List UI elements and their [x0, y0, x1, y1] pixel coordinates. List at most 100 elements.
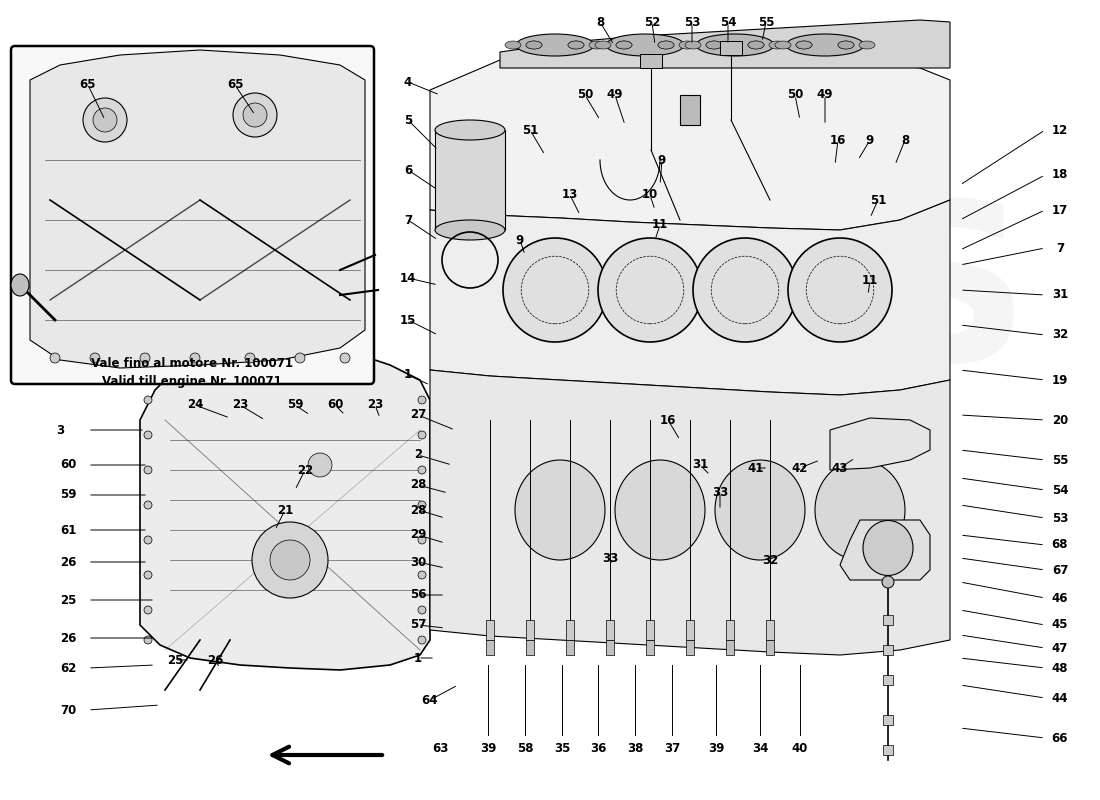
Text: 22: 22 — [297, 463, 313, 477]
Text: 9: 9 — [658, 154, 667, 166]
Text: 33: 33 — [712, 486, 728, 498]
Circle shape — [144, 636, 152, 644]
Text: 60: 60 — [327, 398, 343, 411]
Text: 62: 62 — [59, 662, 76, 674]
Ellipse shape — [616, 41, 632, 49]
Text: 32: 32 — [1052, 329, 1068, 342]
Text: 47: 47 — [1052, 642, 1068, 654]
Text: 29: 29 — [410, 529, 426, 542]
Text: 53: 53 — [1052, 511, 1068, 525]
Text: 23: 23 — [232, 398, 249, 411]
Circle shape — [140, 353, 150, 363]
Circle shape — [418, 536, 426, 544]
Circle shape — [243, 103, 267, 127]
Text: 7: 7 — [1056, 242, 1064, 254]
Text: 31: 31 — [1052, 289, 1068, 302]
Text: 25: 25 — [59, 594, 76, 606]
Ellipse shape — [715, 460, 805, 560]
Text: 65: 65 — [79, 78, 97, 91]
Circle shape — [144, 606, 152, 614]
Text: 16: 16 — [660, 414, 676, 426]
Text: 33: 33 — [602, 551, 618, 565]
Text: 39: 39 — [480, 742, 496, 754]
Text: 41: 41 — [748, 462, 764, 474]
Circle shape — [144, 466, 152, 474]
Polygon shape — [140, 345, 430, 670]
Text: 8: 8 — [901, 134, 909, 146]
Ellipse shape — [568, 41, 584, 49]
Polygon shape — [830, 418, 930, 470]
Ellipse shape — [516, 34, 594, 56]
Ellipse shape — [864, 521, 913, 575]
Bar — [686, 620, 694, 640]
Ellipse shape — [595, 41, 610, 49]
Polygon shape — [500, 20, 950, 68]
Text: 26: 26 — [59, 555, 76, 569]
Text: Vale fino al motore Nr. 100071: Vale fino al motore Nr. 100071 — [91, 357, 293, 370]
Bar — [646, 640, 654, 655]
Circle shape — [788, 238, 892, 342]
Circle shape — [693, 238, 798, 342]
Text: 28: 28 — [410, 503, 426, 517]
Bar — [526, 620, 534, 640]
Circle shape — [418, 466, 426, 474]
Circle shape — [308, 453, 332, 477]
Text: 32: 32 — [762, 554, 778, 566]
Text: S: S — [870, 193, 1030, 407]
Text: 64: 64 — [421, 694, 438, 706]
Text: 40: 40 — [792, 742, 808, 754]
Circle shape — [418, 501, 426, 509]
Text: 50: 50 — [576, 89, 593, 102]
Circle shape — [233, 93, 277, 137]
Text: 17: 17 — [1052, 203, 1068, 217]
Circle shape — [295, 353, 305, 363]
Text: 3: 3 — [56, 423, 64, 437]
Text: 20: 20 — [1052, 414, 1068, 426]
Ellipse shape — [615, 460, 705, 560]
Circle shape — [882, 576, 894, 588]
Ellipse shape — [859, 41, 874, 49]
Text: 37: 37 — [664, 742, 680, 754]
Text: 11: 11 — [862, 274, 878, 286]
Ellipse shape — [11, 274, 29, 296]
Text: 49: 49 — [607, 89, 624, 102]
Text: 28: 28 — [410, 478, 426, 491]
Bar — [883, 675, 893, 685]
Bar — [566, 640, 574, 655]
Text: 2: 2 — [414, 449, 422, 462]
Text: 60: 60 — [59, 458, 76, 471]
Bar — [434, 130, 505, 230]
Text: 44: 44 — [1052, 691, 1068, 705]
Circle shape — [90, 353, 100, 363]
Text: 39: 39 — [707, 742, 724, 754]
Ellipse shape — [658, 41, 674, 49]
Bar — [686, 640, 694, 655]
Circle shape — [144, 396, 152, 404]
Text: 54: 54 — [719, 15, 736, 29]
Bar — [566, 620, 574, 640]
Ellipse shape — [706, 41, 722, 49]
Text: 59: 59 — [59, 489, 76, 502]
Text: 31: 31 — [692, 458, 708, 471]
Polygon shape — [840, 520, 929, 580]
Text: 34: 34 — [751, 742, 768, 754]
Text: 24: 24 — [187, 398, 204, 411]
Text: 26: 26 — [207, 654, 223, 666]
Circle shape — [94, 108, 117, 132]
Bar — [526, 640, 534, 655]
Text: 6: 6 — [404, 163, 412, 177]
Circle shape — [252, 522, 328, 598]
Bar — [766, 640, 774, 655]
Text: 48: 48 — [1052, 662, 1068, 674]
Text: 9: 9 — [516, 234, 524, 246]
Text: 68: 68 — [1052, 538, 1068, 551]
Bar — [726, 640, 734, 655]
Text: 14: 14 — [399, 271, 416, 285]
Bar — [606, 640, 614, 655]
Polygon shape — [430, 50, 950, 230]
Ellipse shape — [616, 41, 632, 49]
Text: 30: 30 — [410, 555, 426, 569]
Text: 1: 1 — [414, 651, 422, 665]
Text: 36: 36 — [590, 742, 606, 754]
Text: 45: 45 — [1052, 618, 1068, 631]
